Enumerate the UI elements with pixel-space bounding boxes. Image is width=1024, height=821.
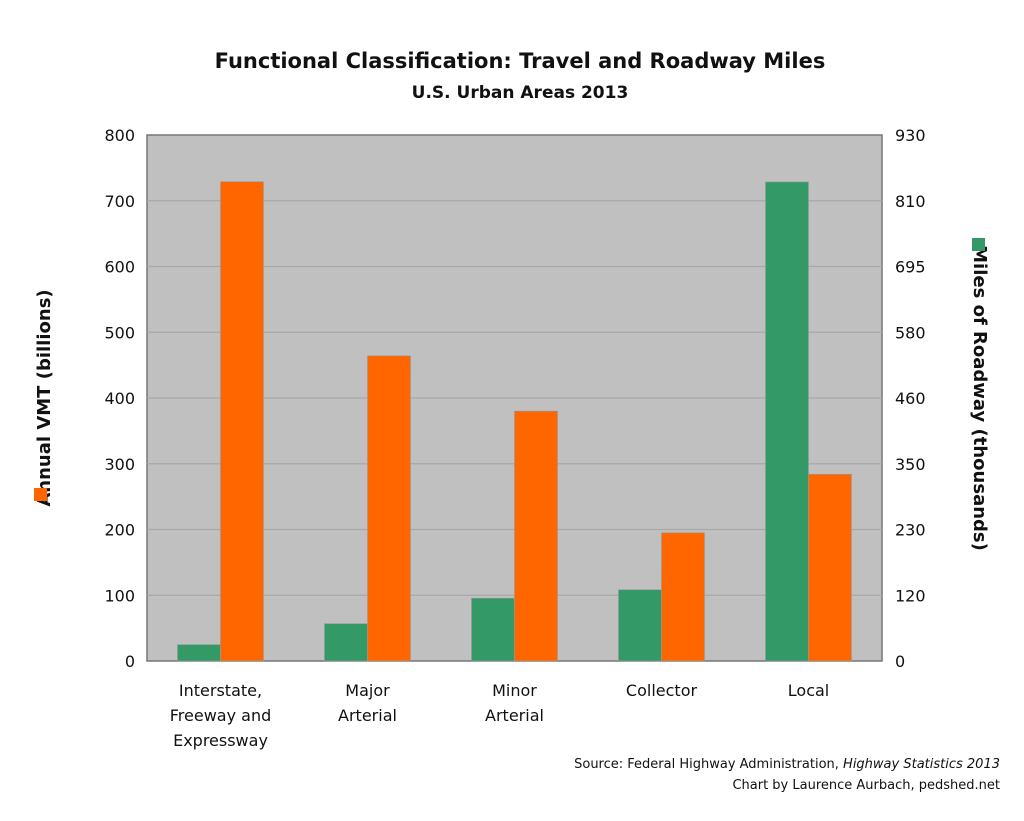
category-label: Arterial bbox=[338, 706, 397, 725]
right-tick-label: 120 bbox=[895, 586, 926, 605]
chart-title: Functional Classification: Travel and Ro… bbox=[215, 49, 826, 73]
bar-roadway-miles bbox=[324, 623, 368, 662]
category-label: Freeway and bbox=[170, 706, 272, 725]
right-tick-label: 230 bbox=[895, 521, 926, 540]
right-tick-label: 580 bbox=[895, 323, 926, 342]
left-tick-label: 700 bbox=[104, 192, 135, 211]
category-label: Major bbox=[345, 681, 390, 700]
right-tick-label: 695 bbox=[895, 258, 926, 277]
left-axis-label: Annual VMT (billions) bbox=[34, 289, 55, 506]
category-label: Local bbox=[788, 681, 829, 700]
category-label: Expressway bbox=[173, 731, 268, 750]
category-label: Minor bbox=[492, 681, 537, 700]
right-axis-title: Miles of Roadway (thousands) bbox=[969, 245, 990, 551]
right-tick-label: 350 bbox=[895, 455, 926, 474]
chart-credit: Chart by Laurence Aurbach, pedshed.net bbox=[732, 778, 1000, 793]
left-tick-label: 600 bbox=[104, 258, 135, 277]
bar-roadway-miles bbox=[471, 597, 515, 662]
source-title: Highway Statistics 2013 bbox=[843, 757, 1000, 772]
right-axis-label: Miles of Roadway (thousands) bbox=[969, 245, 990, 551]
right-tick-label: 460 bbox=[895, 389, 926, 408]
right-tick-label: 930 bbox=[895, 126, 926, 145]
category-label: Interstate, bbox=[179, 681, 262, 700]
bar-roadway-miles bbox=[177, 644, 221, 662]
bar-vmt bbox=[367, 355, 411, 662]
category-label: Collector bbox=[626, 681, 698, 700]
left-tick-label: 500 bbox=[104, 323, 135, 342]
left-tick-label: 0 bbox=[125, 652, 135, 671]
right-axis-legend-swatch bbox=[972, 238, 985, 251]
category-label: Arterial bbox=[485, 706, 544, 725]
bar-vmt bbox=[661, 532, 705, 662]
right-tick-label: 0 bbox=[895, 652, 905, 671]
bar-vmt bbox=[514, 410, 558, 662]
left-tick-label: 200 bbox=[104, 521, 135, 540]
left-tick-label: 800 bbox=[104, 126, 135, 145]
left-tick-label: 100 bbox=[104, 586, 135, 605]
source-prefix: Source: Federal Highway Administration, bbox=[574, 757, 843, 772]
right-tick-label: 810 bbox=[895, 192, 926, 211]
bar-roadway-miles bbox=[765, 181, 809, 662]
left-tick-label: 400 bbox=[104, 389, 135, 408]
left-tick-label: 300 bbox=[104, 455, 135, 474]
left-axis-title: Annual VMT (billions) bbox=[34, 289, 55, 506]
source-note: Source: Federal Highway Administration, … bbox=[574, 757, 1000, 772]
bar-vmt bbox=[220, 181, 264, 662]
bar-vmt bbox=[808, 473, 852, 662]
bar-roadway-miles bbox=[618, 589, 662, 662]
left-axis-legend-swatch bbox=[34, 488, 47, 501]
chart-subtitle: U.S. Urban Areas 2013 bbox=[412, 83, 629, 103]
